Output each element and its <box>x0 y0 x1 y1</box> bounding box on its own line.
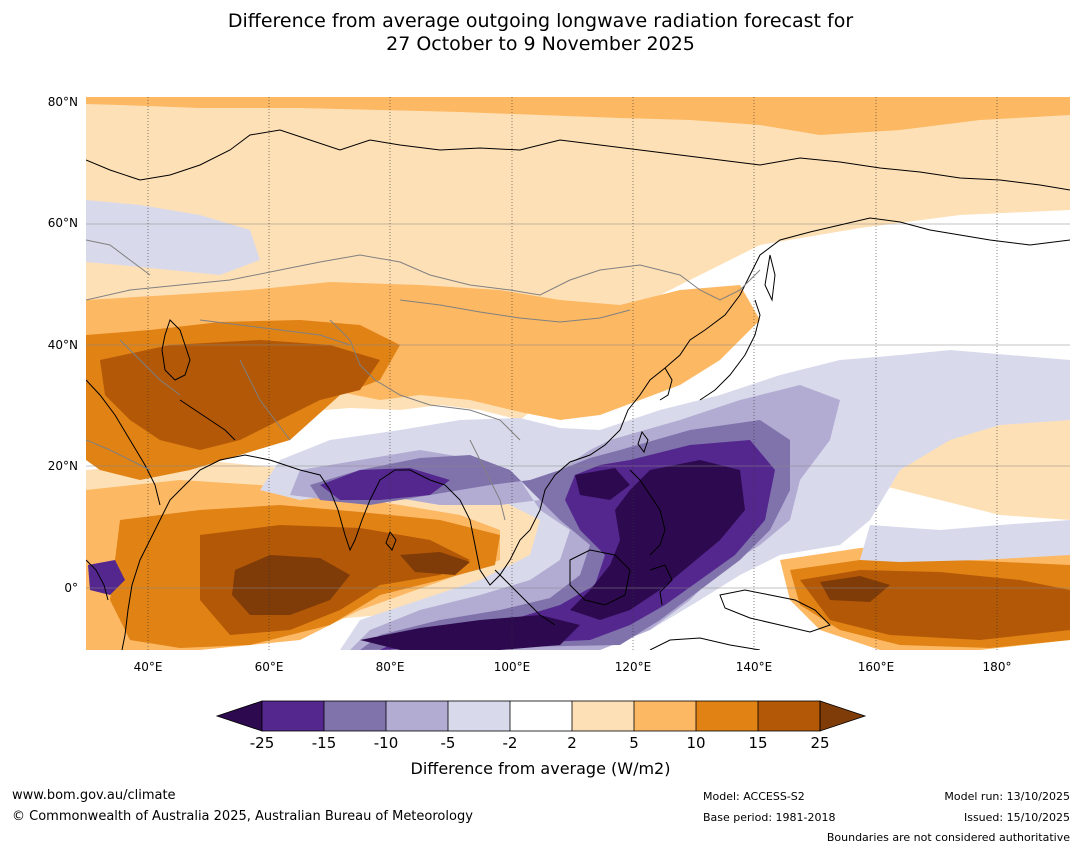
border-china-west <box>329 319 521 441</box>
border-east-europe <box>86 239 151 276</box>
anomaly-region-darkest-purple <box>570 460 745 620</box>
colorbar-swatch-6 <box>572 701 634 731</box>
map-title: Difference from average outgoing longwav… <box>0 10 1081 56</box>
coastline-sulawesi <box>649 564 673 606</box>
colorbar-swatch-3 <box>386 701 448 731</box>
title-line-1: Difference from average outgoing longwav… <box>227 10 854 32</box>
coastline-korea <box>659 367 673 401</box>
colorbar <box>215 700 867 732</box>
lat-label-equator: 0° <box>64 581 78 595</box>
anomaly-region-pale-purple-north <box>86 200 260 275</box>
lon-label-80e: 80°E <box>375 660 405 674</box>
lon-label-60e: 60°E <box>254 660 284 674</box>
anomaly-region-deep-purple-bay <box>320 468 450 500</box>
coastline-new-guinea <box>719 589 831 633</box>
coastline-east-africa <box>86 559 109 601</box>
base-period: Base period: 1981-2018 <box>703 811 836 824</box>
coastline-arctic-eurasia <box>86 129 1070 191</box>
coastline-borneo <box>569 549 631 606</box>
country-borders <box>86 239 761 521</box>
coastline-persian-gulf <box>179 399 236 441</box>
olr-anomaly-field <box>86 97 1070 650</box>
colorbar-swatch-8 <box>696 701 758 731</box>
lon-label-140e: 140°E <box>735 660 773 674</box>
coastline-pacific-russia <box>554 217 1070 476</box>
colorbar-outline <box>261 700 821 732</box>
coastlines <box>86 129 1070 650</box>
boundary-disclaimer: Boundaries are not considered authoritat… <box>826 831 1070 844</box>
colorbar-tick-label: 15 <box>748 734 768 752</box>
lon-label-120e: 120°E <box>614 660 652 674</box>
lat-label-40n: 40°N <box>47 338 78 352</box>
anomaly-region-deep-purple-west <box>88 560 125 595</box>
coastline-red-sea <box>86 379 161 506</box>
model-name: Model: ACCESS-S2 <box>703 790 805 803</box>
colorbar-extend-low <box>215 700 263 732</box>
border-russia-kazakhstan <box>86 254 761 301</box>
lon-label-160e: 160°E <box>857 660 895 674</box>
anomaly-region-darkest-brown-indian <box>400 552 470 575</box>
colorbar-swatch-9 <box>758 701 820 731</box>
colorbar-title: Difference from average (W/m2) <box>410 759 671 778</box>
border-iran-afghanistan <box>239 359 291 441</box>
colorbar-tick-label: -5 <box>440 734 456 752</box>
coastline-taiwan <box>637 430 649 454</box>
coastline-australia-north <box>649 637 761 650</box>
colorbar-tick-label: -10 <box>373 734 399 752</box>
colorbar-swatch-7 <box>634 701 696 731</box>
lat-label-80n: 80°N <box>47 95 78 109</box>
coastline-sumatra <box>494 569 556 626</box>
border-china-mongolia <box>399 299 631 323</box>
colorbar-tick-label: 25 <box>810 734 830 752</box>
anomaly-region-darkest-brown <box>232 555 350 615</box>
colorbar-tick-label: -2 <box>502 734 518 752</box>
coastline-caspian <box>161 319 191 381</box>
border-myanmar-thailand <box>469 439 506 521</box>
anomaly-region-pale-purple-east <box>860 520 1070 562</box>
border-africa <box>86 439 151 471</box>
model-run-date: Model run: 13/10/2025 <box>944 790 1070 803</box>
copyright-text: © Commonwealth of Australia 2025, Austra… <box>12 809 473 824</box>
colorbar-swatch-5 <box>510 701 572 731</box>
title-line-2: 27 October to 9 November 2025 <box>386 33 695 55</box>
anomaly-region-darkest-purple-south <box>360 615 580 650</box>
border-middle-east <box>119 339 181 396</box>
coastline-arabia-africa <box>121 454 301 650</box>
website-link[interactable]: www.bom.gov.au/climate <box>12 788 176 803</box>
anomaly-region-orange <box>86 282 760 420</box>
coastline-philippines <box>629 469 666 556</box>
lon-label-180: 180° <box>982 660 1012 674</box>
colorbar-swatch-1 <box>262 701 324 731</box>
coastline-sakhalin <box>764 254 776 302</box>
lat-label-60n: 60°N <box>47 216 78 230</box>
coastline-japan <box>699 299 761 401</box>
lon-label-100e: 100°E <box>493 660 531 674</box>
coastline-sri-lanka <box>385 530 397 551</box>
lat-label-20n: 20°N <box>47 459 78 473</box>
colorbar-tick-label: 5 <box>629 734 639 752</box>
anomaly-region-orange-arctic <box>86 97 1070 135</box>
anomaly-region-brown <box>100 340 380 450</box>
border-central-asia <box>199 319 351 346</box>
lon-label-40e: 40°E <box>133 660 163 674</box>
issued-date: Issued: 15/10/2025 <box>963 811 1070 824</box>
coastline-india <box>299 469 446 552</box>
anomaly-region-darkest-purple-sea <box>575 468 630 500</box>
colorbar-tick-label: -15 <box>311 734 337 752</box>
colorbar-tick-label: 10 <box>686 734 706 752</box>
colorbar-extend-high <box>819 700 867 732</box>
colorbar-swatch-2 <box>324 701 386 731</box>
anomaly-region-darkest-brown-pacific <box>820 576 890 602</box>
colorbar-swatch-4 <box>448 701 510 731</box>
colorbar-tick-label: -25 <box>249 734 275 752</box>
colorbar-tick-label: 2 <box>567 734 577 752</box>
